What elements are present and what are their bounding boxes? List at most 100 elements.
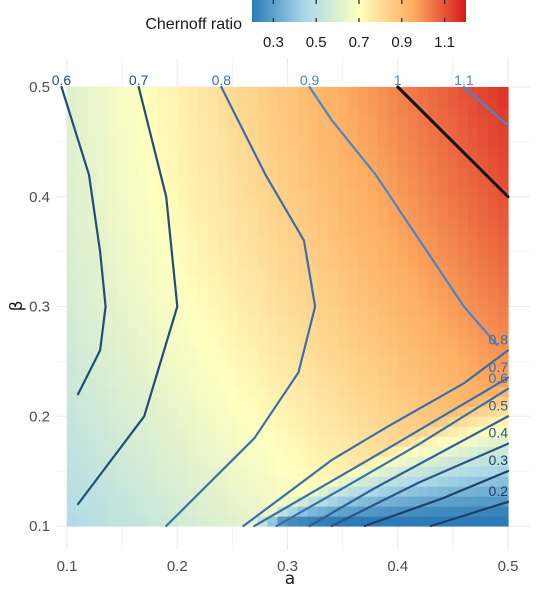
heatmap-cell [237,196,249,208]
heatmap-cell [277,436,289,447]
heatmap-cell [317,476,329,487]
heatmap-cell [377,226,389,238]
heatmap-cell [177,426,188,437]
heatmap-cell [357,256,369,268]
heatmap-cell [377,516,389,527]
heatmap-cell [377,276,389,288]
heatmap-cell [237,256,249,268]
heatmap-cell [117,176,128,188]
heatmap-cell [107,486,118,497]
heatmap-cell [397,286,409,298]
heatmap-cell [427,246,439,258]
heatmap-cell [297,296,309,308]
heatmap-cell [77,396,88,407]
heatmap-cell [147,236,158,248]
contour-line [275,387,510,528]
heatmap-cell [107,106,118,118]
heatmap-cell [237,516,249,527]
colorbar-title: Chernoff ratio [145,16,242,33]
heatmap-cell [437,366,449,377]
heatmap-cell [107,156,118,168]
heatmap-cell [97,256,108,268]
heatmap-cell [227,456,238,467]
heatmap-cell [157,136,168,148]
heatmap-cell [197,126,208,138]
heatmap-cell [107,256,118,268]
heatmap-cell [407,186,419,198]
heatmap-cell [207,356,218,367]
heatmap-cell [297,326,309,338]
heatmap-cell [447,346,459,357]
heatmap-cell [417,136,429,148]
heatmap-cell [427,126,439,138]
heatmap-cell [327,356,339,367]
heatmap-cell [147,356,158,367]
heatmap-cell [97,87,108,98]
heatmap-cell [327,466,339,477]
heatmap-cell [437,266,449,278]
heatmap-cell [107,196,118,208]
heatmap-cell [367,456,379,467]
heatmap-cell [457,356,469,367]
heatmap-cell [307,506,319,517]
heatmap-cell [77,436,88,447]
heatmap-cell [127,406,138,417]
contour-label: 0.4 [489,425,509,441]
heatmap-cell [217,386,228,397]
heatmap-cell [217,416,228,427]
heatmap-cell [167,346,178,357]
heatmap-cell [347,426,359,437]
heatmap-cell [437,286,449,298]
heatmap-cell [107,216,118,228]
heatmap-cell [307,206,319,218]
heatmap-cell [77,466,88,477]
heatmap-cell [117,136,128,148]
heatmap-cell [297,216,309,228]
heatmap-cell [417,296,429,308]
heatmap-cell [137,236,148,248]
heatmap-cell [467,126,479,138]
heatmap-cell [217,266,228,278]
heatmap-cell [247,356,259,367]
heatmap-cell [227,406,238,417]
heatmap-cell [307,336,319,348]
heatmap-cell [287,426,299,437]
heatmap-cell [307,216,319,228]
heatmap-cell [207,276,218,288]
heatmap-cell [97,216,108,228]
heatmap-cell [347,306,359,318]
heatmap-cell [67,406,78,417]
heatmap-cell [167,266,178,278]
heatmap-cell [217,296,228,308]
heatmap-cell [237,476,249,487]
heatmap-cell [387,356,399,367]
heatmap-cell [177,346,188,357]
heatmap-cell [297,116,309,128]
heatmap-cell [457,206,469,218]
heatmap-cell [297,206,309,218]
heatmap-cell [77,186,88,198]
heatmap-cell [177,466,188,477]
heatmap-cell [317,87,329,98]
heatmap-cell [197,136,208,148]
heatmap-cell [147,246,158,258]
heatmap-cell [427,456,439,467]
heatmap-cell [467,376,479,387]
heatmap-cell [247,476,259,487]
colorbar-tick-label: 0.9 [391,34,412,51]
heatmap-cell [487,376,499,387]
heatmap-cell [337,266,349,278]
heatmap-cell [437,156,449,168]
heatmap-cell [457,276,469,288]
colorbar-tick-label: 0.7 [349,34,370,51]
heatmap-cell [217,506,228,517]
heatmap-cell [317,246,329,258]
heatmap-cell [357,486,369,497]
heatmap-cell [457,326,469,338]
heatmap-cell [467,196,479,208]
heatmap-cell [67,386,78,397]
heatmap-cell [367,376,379,387]
heatmap-cell [167,146,178,158]
heatmap-cell [497,516,509,527]
heatmap-cell [337,186,349,198]
